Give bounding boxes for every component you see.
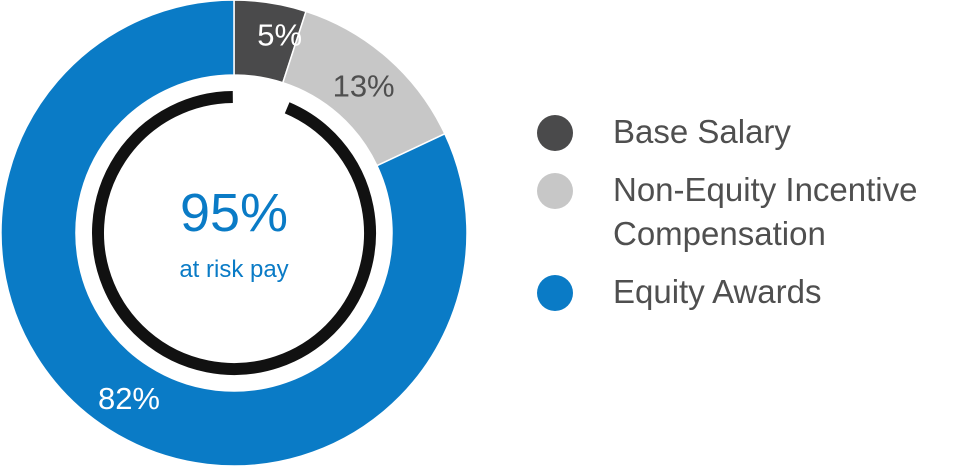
slice-labels: 5% 13% 82% [98,18,395,416]
legend-label-non-equity: Non-Equity Incentive Compensation [613,171,918,252]
legend-label-base-salary: Base Salary [613,113,791,150]
slice-equity-awards [0,0,468,467]
legend-item-non-equity: Non-Equity Incentive Compensation [537,168,973,256]
center-value: 95% [180,183,288,243]
legend: Base Salary Non-Equity Incentive Compens… [537,110,973,314]
donut-chart-svg: 5% 13% 82% 95% at risk pay [0,0,468,467]
slice-label-equity-awards: 82% [98,381,160,416]
slice-label-base-salary: 5% [257,18,302,53]
legend-item-base-salary: Base Salary [537,110,973,154]
legend-label-equity-awards: Equity Awards [613,273,822,310]
donut-slices [0,0,468,467]
slice-label-non-equity: 13% [333,68,395,103]
legend-swatch-equity-awards [537,275,573,311]
legend-item-equity-awards: Equity Awards [537,270,973,314]
legend-swatch-base-salary [537,115,573,151]
at-risk-ring [92,91,376,375]
at-risk-ring-arc [92,91,376,375]
legend-swatch-non-equity [537,173,573,209]
center-caption: at risk pay [179,256,288,283]
